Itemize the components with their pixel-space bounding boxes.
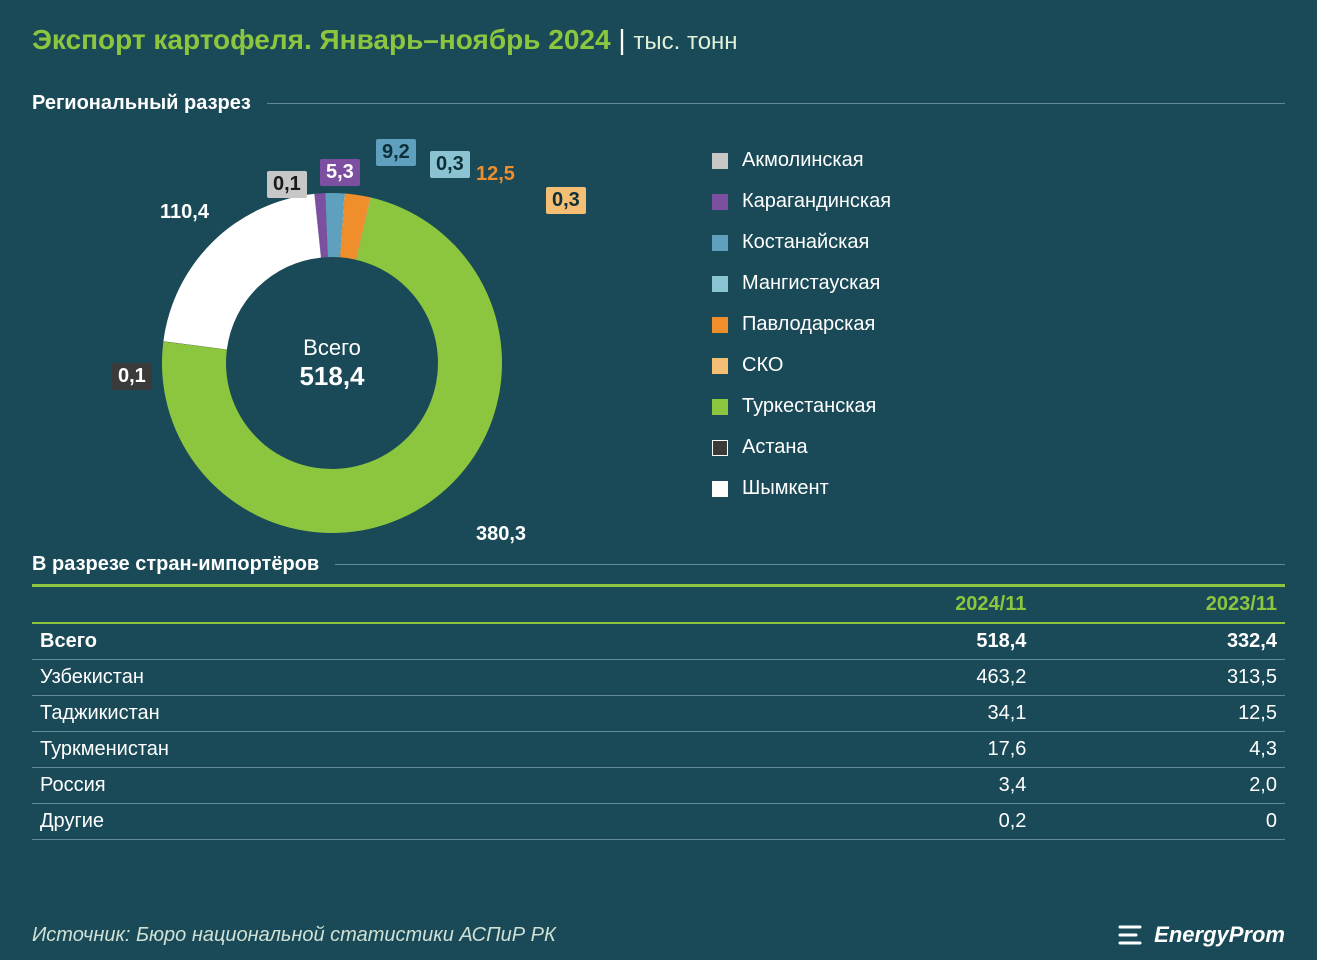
table-header-cell: 2023/11 [1034, 586, 1285, 624]
brand-logo: EnergyProm [1118, 922, 1285, 948]
value-2023-cell: 2,0 [1034, 768, 1285, 804]
country-name-cell: Другие [32, 804, 784, 840]
legend-swatch [712, 235, 728, 251]
legend-label: Туркестанская [742, 395, 876, 418]
donut-center: Всего 518,4 [162, 193, 502, 533]
section-regional-title: Региональный разрез [32, 92, 251, 115]
legend-item: Астана [712, 436, 891, 459]
table-header-cell [32, 586, 784, 624]
value-2024-cell: 17,6 [784, 732, 1035, 768]
legend-item: Шымкент [712, 477, 891, 500]
section-regional-header: Региональный разрез [32, 92, 1285, 115]
legend-label: Шымкент [742, 477, 829, 500]
country-name-cell: Таджикистан [32, 696, 784, 732]
table-header-cell: 2024/11 [784, 586, 1035, 624]
legend-label: Акмолинская [742, 149, 864, 172]
legend-item: СКО [712, 354, 891, 377]
value-2023-cell: 12,5 [1034, 696, 1285, 732]
title-separator: | [611, 24, 634, 55]
value-2024-cell: 463,2 [784, 660, 1035, 696]
value-2024-cell: 3,4 [784, 768, 1035, 804]
donut-value-label: 0,3 [546, 187, 586, 214]
value-2024-cell: 518,4 [784, 623, 1035, 660]
value-2024-cell: 34,1 [784, 696, 1035, 732]
value-2023-cell: 332,4 [1034, 623, 1285, 660]
legend-label: Карагандинская [742, 190, 891, 213]
table-row: Другие0,20 [32, 804, 1285, 840]
table-row: Таджикистан34,112,5 [32, 696, 1285, 732]
legend-swatch [712, 358, 728, 374]
legend-swatch [712, 153, 728, 169]
value-2023-cell: 313,5 [1034, 660, 1285, 696]
legend-item: Туркестанская [712, 395, 891, 418]
section-rule [267, 103, 1285, 104]
donut-value-label: 9,2 [376, 139, 416, 166]
legend-label: Костанайская [742, 231, 869, 254]
country-name-cell: Россия [32, 768, 784, 804]
legend-item: Павлодарская [712, 313, 891, 336]
brand-icon [1118, 923, 1146, 947]
legend-label: Павлодарская [742, 313, 875, 336]
donut-value-label: 0,3 [430, 151, 470, 178]
value-2024-cell: 0,2 [784, 804, 1035, 840]
source-text: Источник: Бюро национальной статистики А… [32, 924, 556, 947]
legend-label: СКО [742, 354, 783, 377]
donut-value-label: 12,5 [476, 163, 515, 186]
table-row: Всего518,4332,4 [32, 623, 1285, 660]
section-countries-header: В разрезе стран-импортёров [32, 553, 1285, 576]
title-unit: тыс. тонн [633, 28, 737, 55]
page-title: Экспорт картофеля. Январь–ноябрь 2024 | … [32, 24, 1285, 56]
legend-swatch [712, 276, 728, 292]
legend-item: Акмолинская [712, 149, 891, 172]
chart-row: Всего 518,4 0,15,39,20,312,50,3380,30,11… [32, 123, 1285, 553]
title-main: Экспорт картофеля. Январь–ноябрь 2024 [32, 24, 611, 55]
value-2023-cell: 4,3 [1034, 732, 1285, 768]
donut-center-value: 518,4 [299, 361, 364, 392]
table-row: Узбекистан463,2313,5 [32, 660, 1285, 696]
value-2023-cell: 0 [1034, 804, 1285, 840]
donut-value-label: 5,3 [320, 159, 360, 186]
legend-swatch [712, 317, 728, 333]
country-name-cell: Туркменистан [32, 732, 784, 768]
donut-legend: Акмолинская Карагандинская Костанайская Ман… [652, 123, 891, 518]
table-row: Россия3,42,0 [32, 768, 1285, 804]
brand-name: EnergyProm [1154, 922, 1285, 948]
legend-label: Астана [742, 436, 808, 459]
donut-value-label: 0,1 [112, 363, 152, 390]
countries-table: 2024/112023/11Всего518,4332,4Узбекистан4… [32, 584, 1285, 840]
section-countries-title: В разрезе стран-импортёров [32, 553, 319, 576]
legend-swatch [712, 481, 728, 497]
legend-item: Карагандинская [712, 190, 891, 213]
country-name-cell: Узбекистан [32, 660, 784, 696]
donut-area: Всего 518,4 0,15,39,20,312,50,3380,30,11… [32, 123, 652, 553]
legend-item: Костанайская [712, 231, 891, 254]
table-row: Туркменистан17,64,3 [32, 732, 1285, 768]
country-name-cell: Всего [32, 623, 784, 660]
legend-swatch [712, 399, 728, 415]
countries-table-wrap: 2024/112023/11Всего518,4332,4Узбекистан4… [32, 584, 1285, 840]
legend-label: Мангистауская [742, 272, 880, 295]
legend-item: Мангистауская [712, 272, 891, 295]
donut-center-label: Всего [303, 335, 361, 361]
legend-swatch [712, 194, 728, 210]
section-rule [335, 564, 1285, 565]
footer: Источник: Бюро национальной статистики А… [32, 922, 1285, 948]
legend-swatch [712, 440, 728, 456]
